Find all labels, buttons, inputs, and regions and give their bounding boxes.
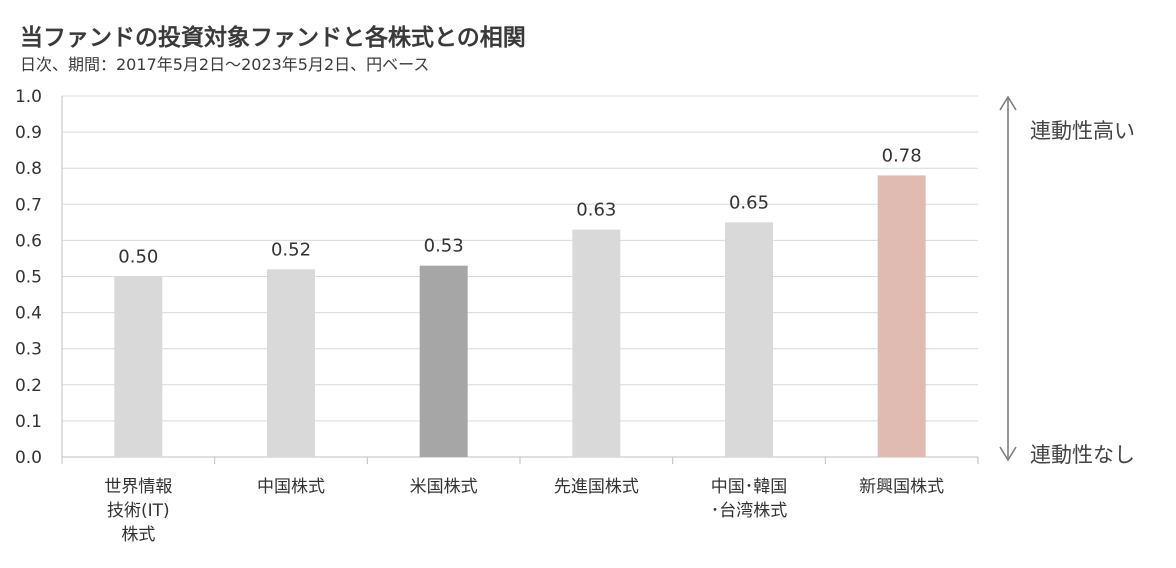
y-tick-label: 0.8 — [15, 159, 42, 179]
category-label: 先進国株式 — [554, 477, 639, 497]
category-label: ･台湾株式 — [711, 501, 788, 521]
category-label: 株式 — [121, 525, 155, 545]
chart-title: 当ファンドの投資対象ファンドと各株式との相関 — [20, 25, 526, 51]
y-tick-label: 0.9 — [15, 123, 42, 143]
y-tick-label: 0.1 — [15, 412, 42, 432]
bar — [267, 269, 315, 457]
data-label: 0.63 — [576, 200, 616, 221]
y-tick-label: 0.2 — [15, 376, 42, 396]
no-correlation-label: 連動性なし — [1030, 443, 1135, 467]
bar — [725, 222, 773, 457]
data-label: 0.50 — [118, 247, 158, 268]
chart-subtitle: 日次、期間：2017年5月2日～2023年5月2日、円ベース — [20, 55, 430, 74]
high-correlation-label: 連動性高い — [1030, 119, 1135, 143]
arrow-down-icon — [999, 446, 1017, 462]
data-label: 0.78 — [882, 145, 922, 166]
bar — [419, 265, 468, 457]
bar — [114, 276, 163, 457]
category-label: 新興国株式 — [859, 477, 944, 497]
y-tick-label: 0.7 — [15, 195, 42, 215]
category-label: 世界情報 — [104, 477, 172, 497]
arrow-up-icon — [999, 95, 1017, 111]
y-tick-label: 1.0 — [15, 87, 42, 107]
bar — [877, 175, 926, 458]
category-label: 中国株式 — [257, 477, 325, 497]
category-label: 米国株式 — [410, 477, 478, 497]
data-label: 0.53 — [424, 236, 464, 257]
y-tick-label: 0.0 — [15, 448, 42, 468]
y-tick-label: 0.3 — [15, 340, 42, 360]
y-tick-label: 0.5 — [15, 268, 42, 288]
data-label: 0.52 — [271, 239, 311, 260]
category-label: 中国･韓国 — [711, 477, 788, 497]
category-label: 技術(IT) — [107, 501, 170, 521]
bar — [572, 229, 621, 457]
y-tick-label: 0.6 — [15, 231, 42, 251]
data-label: 0.65 — [729, 192, 769, 213]
y-tick-label: 0.4 — [15, 304, 42, 324]
